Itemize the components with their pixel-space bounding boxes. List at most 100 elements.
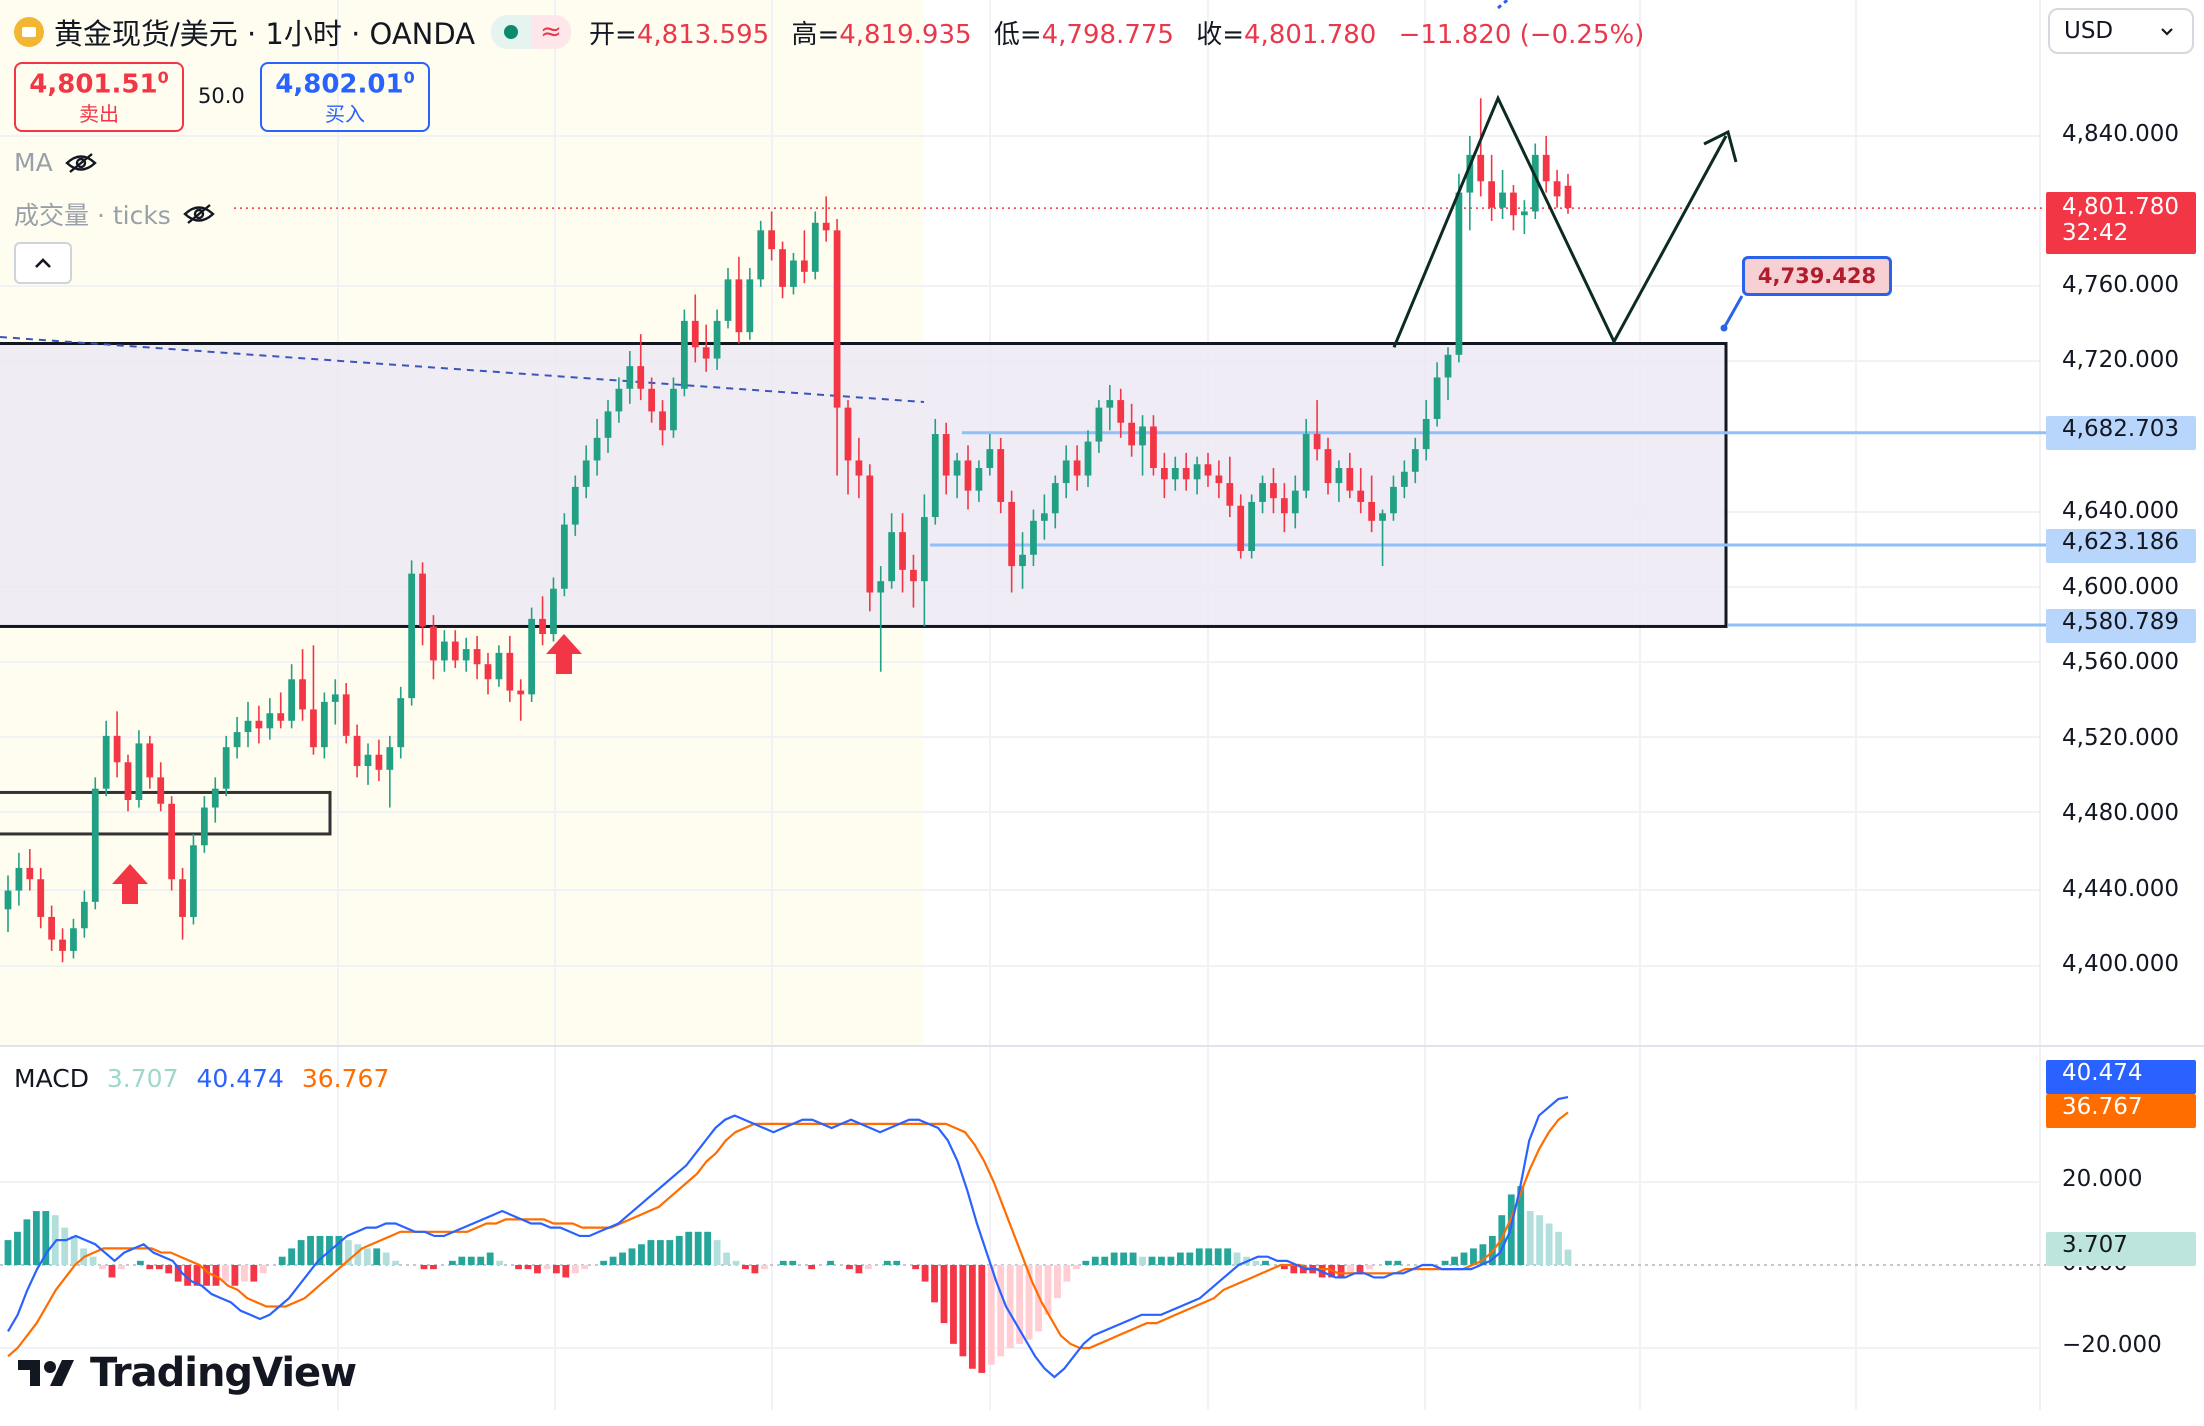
candle-body — [353, 735, 361, 767]
macd-histogram-bar — [250, 1265, 258, 1282]
candle-body — [702, 347, 710, 359]
candle-body — [320, 701, 328, 748]
volume-label: 成交量 · ticks — [14, 201, 171, 230]
high-value: 4,819.935 — [839, 19, 972, 50]
change-value: −11.820 (−0.25%) — [1398, 19, 1645, 50]
candle-body — [473, 649, 481, 665]
target-price-callout[interactable]: 4,739.428 — [1742, 256, 1892, 296]
candle-body — [1160, 468, 1168, 480]
candle-body — [724, 279, 732, 321]
candle-body — [1499, 192, 1506, 208]
macd-histogram-bar — [203, 1265, 210, 1286]
macd-line-tag-value: 40.474 — [2062, 1060, 2143, 1086]
candle-body — [1280, 498, 1288, 514]
projection-path — [1392, 94, 1728, 348]
tradingview-logo[interactable]: TradingView — [18, 1350, 357, 1396]
sell-button[interactable]: 4,801.510 卖出 — [14, 62, 184, 132]
ma-legend[interactable]: MA — [14, 148, 97, 177]
candle-body — [364, 754, 372, 767]
macd-histogram-bar — [675, 1235, 683, 1265]
candle-body — [102, 735, 110, 789]
candle-body — [80, 901, 88, 929]
collapse-legend-button[interactable] — [14, 242, 72, 284]
candle-body — [1433, 377, 1441, 419]
macd-name: MACD — [14, 1064, 89, 1093]
candle-body — [659, 411, 666, 431]
macd-histogram-bar — [118, 1265, 125, 1270]
sell-price-main: 4,801.51 — [29, 69, 158, 100]
candle-body — [811, 222, 819, 272]
candle-body — [222, 747, 230, 789]
volume-legend[interactable]: 成交量 · ticks — [14, 196, 215, 232]
macd-histogram-bar — [1054, 1265, 1061, 1299]
high-key: 高= — [791, 19, 840, 50]
macd-histogram-bar — [231, 1265, 239, 1286]
macd-histogram-bar — [1347, 1265, 1354, 1274]
macd-histogram-bar — [997, 1265, 1005, 1357]
hidden-eye-icon[interactable] — [183, 203, 215, 225]
price-axis-label: 4,720.000 — [2062, 347, 2180, 374]
candle-body — [1019, 554, 1026, 567]
candle-body — [135, 743, 143, 800]
macd-histogram-bar — [571, 1265, 579, 1274]
macd-histogram-bar — [1110, 1252, 1118, 1265]
level-tag-1: 4,682.703 — [2046, 416, 2196, 450]
buy-price: 4,802.010 — [262, 68, 428, 100]
macd-histogram-bar — [666, 1240, 674, 1265]
candle-body — [768, 230, 776, 250]
macd-histogram-bar — [732, 1260, 740, 1265]
macd-signal-line — [7, 1111, 1569, 1358]
macd-histogram-bar — [600, 1260, 608, 1265]
price-axis-label: 4,480.000 — [2062, 800, 2180, 827]
candle-body — [48, 916, 56, 940]
buy-button[interactable]: 4,802.010 买入 — [260, 62, 430, 132]
candle-body — [888, 532, 896, 582]
macd-histogram-bar — [430, 1265, 437, 1270]
macd-histogram-bar — [912, 1265, 920, 1270]
macd-histogram-bar — [1555, 1231, 1562, 1265]
macd-histogram-bar — [883, 1260, 891, 1265]
macd-histogram-bar — [70, 1235, 78, 1265]
macd-axis-20: 20.000 — [2062, 1166, 2143, 1192]
candle-body — [1542, 154, 1550, 182]
currency-select[interactable]: USD — [2048, 8, 2194, 54]
macd-histogram-bar — [1129, 1252, 1137, 1265]
macd-histogram-bar — [108, 1265, 116, 1278]
macd-histogram-bar — [1460, 1252, 1468, 1265]
candle-body — [691, 320, 699, 348]
candle-body — [266, 713, 274, 729]
buy-price-sup: 0 — [403, 68, 415, 87]
current-price-tag: 4,801.780 32:42 — [2046, 192, 2196, 254]
candle-body — [1390, 486, 1397, 514]
currency-value: USD — [2064, 18, 2114, 44]
candle-body — [1357, 490, 1365, 502]
macd-histogram-bar — [155, 1265, 163, 1270]
candle-body — [931, 434, 939, 518]
macd-histogram-bar — [354, 1244, 362, 1265]
macd-axis-neg20: −20.000 — [2062, 1332, 2162, 1358]
macd-histogram-bar — [1016, 1265, 1024, 1344]
candle-body — [244, 720, 252, 733]
macd-histogram-bar — [1072, 1265, 1080, 1270]
price-axis-label: 4,640.000 — [2062, 498, 2180, 525]
candle-body — [670, 388, 677, 431]
candle-body — [1400, 471, 1408, 487]
symbol-title[interactable]: 黄金现货/美元 · 1小时 · OANDA — [54, 17, 476, 51]
candle-body — [1520, 211, 1528, 216]
candle-body — [604, 411, 612, 438]
macd-histogram-bar — [184, 1265, 192, 1286]
market-status-pill[interactable]: ≈ — [491, 15, 572, 49]
candle-body — [550, 588, 557, 634]
macd-histogram-bar — [940, 1265, 948, 1324]
macd-legend[interactable]: MACD 3.707 40.474 36.767 — [14, 1064, 389, 1093]
candle-body — [1466, 154, 1474, 193]
macd-histogram-bar — [1167, 1256, 1175, 1265]
open-key: 开= — [589, 19, 637, 50]
price-axis-label: 4,400.000 — [2062, 951, 2180, 977]
macd-histogram-bar — [99, 1265, 106, 1270]
candle-body — [200, 807, 208, 846]
hidden-eye-icon[interactable] — [64, 152, 97, 174]
macd-histogram-bar — [373, 1248, 381, 1265]
candle-body — [855, 460, 863, 476]
